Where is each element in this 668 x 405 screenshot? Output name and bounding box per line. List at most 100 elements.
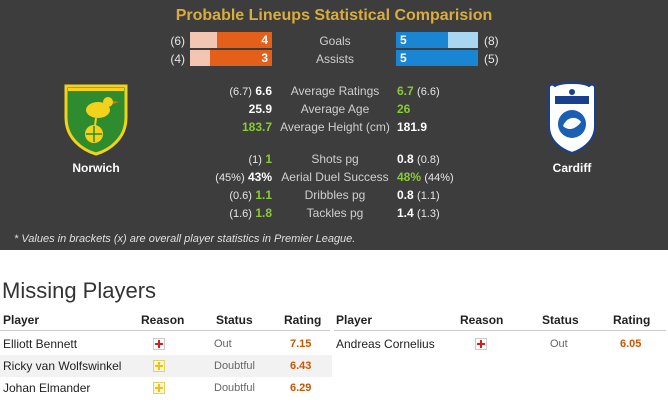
home-col-reason: Reason (141, 313, 185, 327)
home-stat: 25.9 (249, 102, 272, 116)
player-status: Doubtful (214, 360, 255, 372)
doubtful-cross-icon (153, 382, 165, 394)
stat-label: Aerial Duel Success (281, 170, 389, 184)
away-missing-row: Andreas Cornelius Out 6.05 (334, 333, 666, 355)
icon-bar-horizontal (155, 343, 163, 345)
away-col-rating: Rating (613, 313, 651, 327)
stat-label: Shots pg (311, 152, 359, 166)
away-col-reason: Reason (460, 313, 504, 327)
away-bar-fill (396, 50, 478, 66)
away-bar: 5 (396, 32, 478, 48)
comparison-panel: Probable Lineups Statistical Comparision… (0, 0, 668, 250)
player-status: Out (214, 338, 232, 350)
stat-label: Tackles pg (306, 206, 364, 220)
away-stat-bracket: (0.8) (417, 154, 440, 166)
home-bar: 3 (190, 50, 272, 66)
home-stat-bracket: (1.6) (229, 208, 252, 220)
away-stat-value: 48% (397, 170, 422, 184)
player-rating: 7.15 (290, 338, 312, 350)
player-rating: 6.05 (620, 338, 642, 350)
home-missing-row: Johan Elmander Doubtful 6.29 (0, 377, 332, 399)
away-stat-bracket: (44%) (424, 172, 454, 184)
stat-label: Average Age (300, 102, 370, 116)
away-bar: 5 (396, 50, 478, 66)
icon-bar-horizontal (155, 365, 163, 367)
away-bar-value: 5 (400, 51, 407, 65)
icon-bar-horizontal (155, 387, 163, 389)
player-status: Doubtful (214, 382, 255, 394)
home-stat-value: 183.7 (241, 120, 272, 134)
home-stat-value: 1 (265, 152, 272, 166)
stat-label: Average Height (cm) (280, 120, 390, 134)
away-stat: 0.8 (1.1) (397, 188, 440, 202)
home-team-name: Norwich (72, 161, 120, 175)
icon-bar-horizontal (477, 343, 485, 345)
away-bracket: (8) (484, 34, 499, 48)
away-stat-value: 0.8 (397, 188, 414, 202)
player-name: Ricky van Wolfswinkel (3, 359, 122, 373)
stat-label: Dribbles pg (304, 188, 366, 202)
home-stat: 183.7 (242, 120, 272, 134)
away-stat: 26 (397, 102, 410, 116)
injury-cross-icon (475, 338, 487, 350)
home-col-status: Status (216, 313, 253, 327)
norwich-crest-icon (64, 84, 128, 156)
injury-cross-icon (153, 338, 165, 350)
away-bracket: (5) (484, 52, 499, 66)
cardiff-crest-icon (548, 82, 596, 154)
home-stat: (1) 1 (249, 152, 272, 166)
away-stat-value: 1.4 (397, 206, 414, 220)
player-name: Johan Elmander (3, 381, 91, 395)
home-bracket: (6) (170, 34, 185, 48)
home-stat-bracket: (1) (248, 154, 262, 166)
player-name: Andreas Cornelius (336, 337, 435, 351)
home-bar: 4 (190, 32, 272, 48)
home-stat-value: 1.8 (255, 206, 272, 220)
player-rating: 6.29 (290, 382, 312, 394)
away-col-status: Status (542, 313, 579, 327)
home-stat-bracket: (6.7) (229, 86, 252, 98)
home-bar-value: 3 (261, 51, 268, 65)
player-rating: 6.43 (290, 360, 312, 372)
stat-label: Average Ratings (290, 84, 380, 98)
away-stat-bracket: (6.6) (417, 86, 440, 98)
home-stat: (45%) 43% (215, 170, 272, 184)
away-stat-bracket: (1.3) (417, 208, 440, 220)
home-bracket: (4) (170, 52, 185, 66)
away-team-name: Cardiff (552, 161, 592, 175)
away-bar-fill (396, 32, 448, 48)
home-stat-value: 25.9 (248, 102, 272, 116)
home-header-divider (0, 330, 330, 331)
home-missing-row: Ricky van Wolfswinkel Doubtful 6.43 (0, 355, 332, 377)
missing-players-title: Missing Players (2, 278, 157, 303)
footnote: * Values in brackets (x) are overall pla… (14, 233, 356, 245)
away-stat: 48% (44%) (397, 170, 454, 184)
home-bar-value: 4 (261, 33, 268, 47)
home-stat-value: 1.1 (255, 188, 272, 202)
doubtful-cross-icon (153, 360, 165, 372)
home-stat: (0.6) 1.1 (229, 188, 272, 202)
away-col-player: Player (336, 313, 373, 327)
home-stat-value: 6.6 (255, 84, 272, 98)
player-status: Out (550, 338, 568, 350)
away-header-divider (334, 330, 666, 331)
away-stat-bracket: (1.1) (417, 190, 440, 202)
home-missing-row: Elliott Bennett Out 7.15 (0, 333, 332, 355)
away-stat-value: 26 (397, 102, 411, 116)
home-stat: (1.6) 1.8 (229, 206, 272, 220)
home-stat-bracket: (45%) (215, 172, 245, 184)
home-stat-bracket: (0.6) (229, 190, 252, 202)
away-stat: 1.4 (1.3) (397, 206, 440, 220)
panel-title: Probable Lineups Statistical Comparision (175, 7, 493, 24)
home-bar-fill (210, 50, 272, 66)
away-stat-value: 0.8 (397, 152, 414, 166)
away-stat: 181.9 (397, 120, 427, 134)
player-name: Elliott Bennett (3, 337, 78, 351)
home-stat-value: 43% (247, 170, 272, 184)
away-stat-value: 6.7 (397, 84, 414, 98)
home-col-rating: Rating (284, 313, 322, 327)
away-stat-value: 181.9 (397, 120, 428, 134)
stat-label: Goals (319, 34, 351, 48)
away-stat: 6.7 (6.6) (397, 84, 440, 98)
away-stat: 0.8 (0.8) (397, 152, 440, 166)
